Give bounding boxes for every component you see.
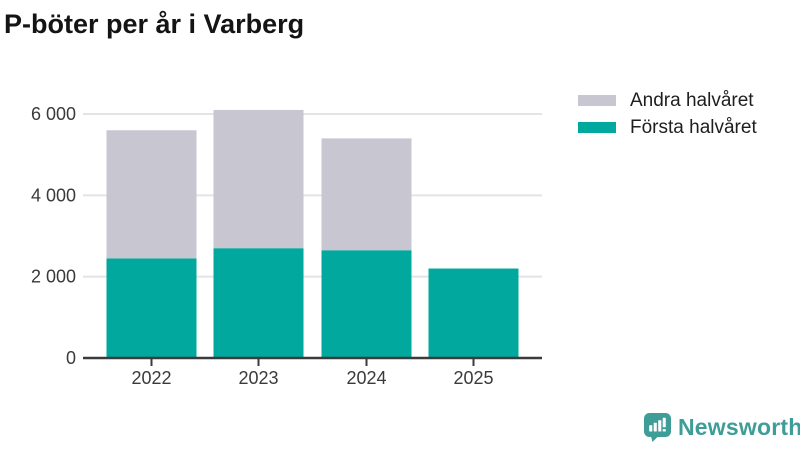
bar-segment: [321, 138, 412, 251]
y-tick-label: 6 000: [31, 104, 76, 124]
legend-swatch: [578, 122, 616, 133]
legend-item: Andra halvåret: [578, 87, 757, 114]
legend-swatch: [578, 95, 616, 106]
x-tick-label: 2025: [453, 368, 493, 388]
y-tick-label: 4 000: [31, 185, 76, 205]
legend: Andra halvåret Första halvåret: [578, 87, 757, 141]
y-tick-label: 0: [66, 348, 76, 368]
bar-segment: [106, 130, 197, 259]
chart-title: P-böter per år i Varberg: [4, 9, 305, 39]
legend-label: Andra halvåret: [630, 89, 754, 111]
bar-segment: [213, 248, 304, 358]
newsworthy-wordmark: Newsworthy: [678, 414, 800, 440]
x-tick-label: 2022: [131, 368, 171, 388]
bar-segment: [428, 268, 519, 358]
bar-segment: [213, 109, 304, 249]
legend-label: Första halvåret: [630, 116, 757, 138]
bar-segment: [321, 250, 412, 358]
x-tick-label: 2024: [346, 368, 386, 388]
newsworthy-icon: [644, 413, 671, 442]
x-tick-label: 2023: [238, 368, 278, 388]
y-tick-label: 2 000: [31, 267, 76, 287]
newsworthy-logo[interactable]: Newsworthy: [644, 413, 800, 442]
bar-segment: [106, 258, 197, 358]
legend-item: Första halvåret: [578, 114, 757, 141]
